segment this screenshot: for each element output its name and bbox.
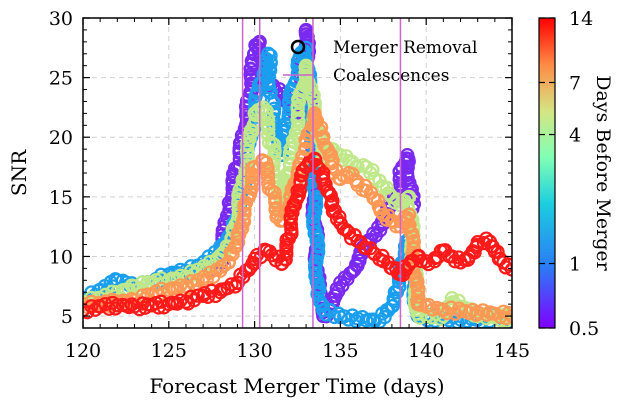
data-point (447, 254, 463, 269)
x-tick-label: 125 (151, 340, 187, 362)
colorbar-tick-label: 7 (569, 72, 581, 94)
data-point (410, 289, 426, 304)
data-point (84, 299, 99, 314)
data-point (283, 212, 299, 227)
colorbar-tick-label: 1 (569, 254, 581, 276)
data-point (490, 244, 505, 259)
data-point (259, 104, 274, 119)
y-tick-label: 15 (49, 187, 73, 209)
data-point (377, 310, 392, 325)
data-point (261, 46, 276, 61)
x-tick-label: 145 (494, 340, 530, 362)
data-point (297, 141, 313, 156)
axis-ticks: 120 125 130 135 140 145 5 10 15 20 25 30 (49, 8, 530, 362)
data-point (318, 177, 333, 192)
data-point (401, 151, 416, 167)
data-point (263, 54, 278, 69)
data-point (413, 297, 428, 312)
data-point (310, 286, 325, 302)
data-point (267, 185, 282, 200)
data-point (308, 259, 323, 274)
legend: Merger Removal Coalescences (283, 38, 477, 86)
data-point (260, 167, 276, 182)
data-point (225, 247, 240, 262)
data-point (304, 81, 319, 96)
data-point (279, 246, 294, 262)
legend-label-coalescences: Coalescences (333, 66, 449, 86)
data-point (285, 205, 300, 220)
data-point (261, 127, 276, 142)
y-axis-label: SNR (7, 149, 31, 196)
data-point (260, 161, 275, 176)
colorbar-gradient (538, 17, 556, 329)
data-point (243, 62, 259, 77)
y-tick-label: 25 (49, 68, 73, 90)
data-point (421, 297, 436, 313)
data-point (462, 305, 477, 321)
data-point (479, 307, 494, 322)
data-point (308, 195, 324, 210)
data-point (276, 213, 291, 228)
colorbar-tick-label: 14 (569, 8, 593, 30)
x-tick-label: 120 (65, 340, 101, 362)
data-point (261, 175, 276, 190)
colorbar-tick-label: 0.5 (569, 318, 599, 340)
data-point (400, 211, 415, 226)
colorbar-tick-label: 4 (569, 125, 581, 147)
data-point (268, 201, 283, 216)
y-tick-label: 10 (49, 246, 73, 268)
data-point (261, 122, 276, 137)
data-point (365, 162, 380, 178)
data-point (256, 100, 271, 115)
y-tick-label: 30 (49, 8, 73, 30)
data-point (244, 175, 260, 191)
data-point (308, 266, 323, 281)
data-point (323, 302, 338, 318)
y-tick-label: 5 (61, 306, 73, 328)
data-point (352, 253, 367, 268)
data-point (267, 143, 282, 158)
data-point (242, 131, 257, 147)
legend-marker-merger-removal (290, 39, 306, 55)
data-point (260, 111, 276, 126)
x-tick-label: 135 (322, 340, 358, 362)
data-point (190, 288, 205, 303)
data-point (290, 101, 305, 116)
data-point (291, 94, 307, 109)
data-point (244, 169, 260, 184)
data-point (262, 60, 277, 75)
data-point (315, 298, 330, 313)
data-point (410, 274, 425, 290)
data-point (279, 240, 294, 255)
x-tick-label: 140 (408, 340, 444, 362)
legend-label-merger-removal: Merger Removal (333, 38, 477, 58)
x-tick-label: 130 (236, 340, 272, 362)
coalescence-lines (241, 18, 402, 328)
data-point (504, 262, 512, 277)
y-tick-label: 20 (49, 127, 73, 149)
series-14-days (83, 151, 512, 320)
data-point (310, 230, 325, 246)
data-point (240, 138, 255, 153)
data-point (414, 253, 429, 269)
data-point (501, 305, 512, 321)
colorbar-label: Days Before Merger (592, 75, 614, 271)
data-point (170, 296, 185, 311)
data-point (292, 183, 307, 198)
data-point (332, 209, 347, 224)
data-point (298, 60, 313, 75)
data-point (500, 257, 512, 272)
data-point (308, 224, 323, 239)
data-point (221, 254, 236, 270)
x-axis-label: Forecast Merger Time (days) (149, 374, 444, 398)
data-point (341, 312, 356, 327)
data-point (315, 169, 331, 184)
